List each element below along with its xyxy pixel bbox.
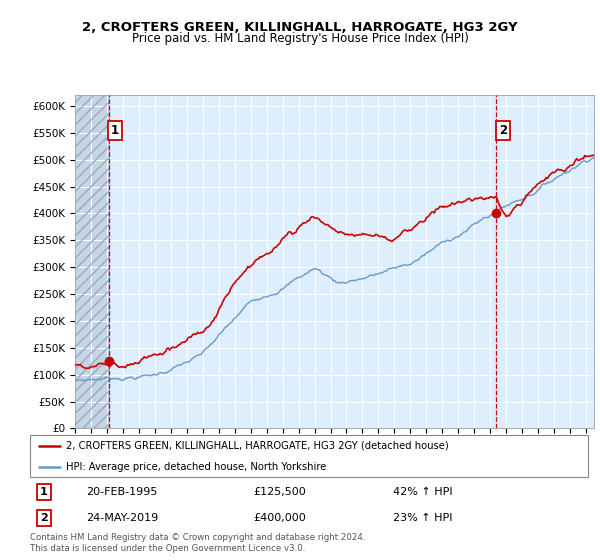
- Text: 24-MAY-2019: 24-MAY-2019: [86, 514, 158, 524]
- Text: 1: 1: [40, 487, 48, 497]
- Text: HPI: Average price, detached house, North Yorkshire: HPI: Average price, detached house, Nort…: [66, 461, 326, 472]
- Text: 1: 1: [111, 124, 119, 137]
- Text: Contains HM Land Registry data © Crown copyright and database right 2024.
This d: Contains HM Land Registry data © Crown c…: [30, 533, 365, 553]
- Text: 2, CROFTERS GREEN, KILLINGHALL, HARROGATE, HG3 2GY: 2, CROFTERS GREEN, KILLINGHALL, HARROGAT…: [82, 21, 518, 34]
- Text: 23% ↑ HPI: 23% ↑ HPI: [392, 514, 452, 524]
- Text: Price paid vs. HM Land Registry's House Price Index (HPI): Price paid vs. HM Land Registry's House …: [131, 32, 469, 45]
- Text: 2: 2: [499, 124, 507, 137]
- Bar: [75, 95, 109, 428]
- Text: £125,500: £125,500: [253, 487, 306, 497]
- Text: 2: 2: [40, 514, 48, 524]
- Text: £400,000: £400,000: [253, 514, 306, 524]
- Text: 2, CROFTERS GREEN, KILLINGHALL, HARROGATE, HG3 2GY (detached house): 2, CROFTERS GREEN, KILLINGHALL, HARROGAT…: [66, 441, 449, 451]
- Text: 42% ↑ HPI: 42% ↑ HPI: [392, 487, 452, 497]
- Text: 20-FEB-1995: 20-FEB-1995: [86, 487, 157, 497]
- Bar: [75, 95, 109, 428]
- FancyBboxPatch shape: [30, 435, 588, 477]
